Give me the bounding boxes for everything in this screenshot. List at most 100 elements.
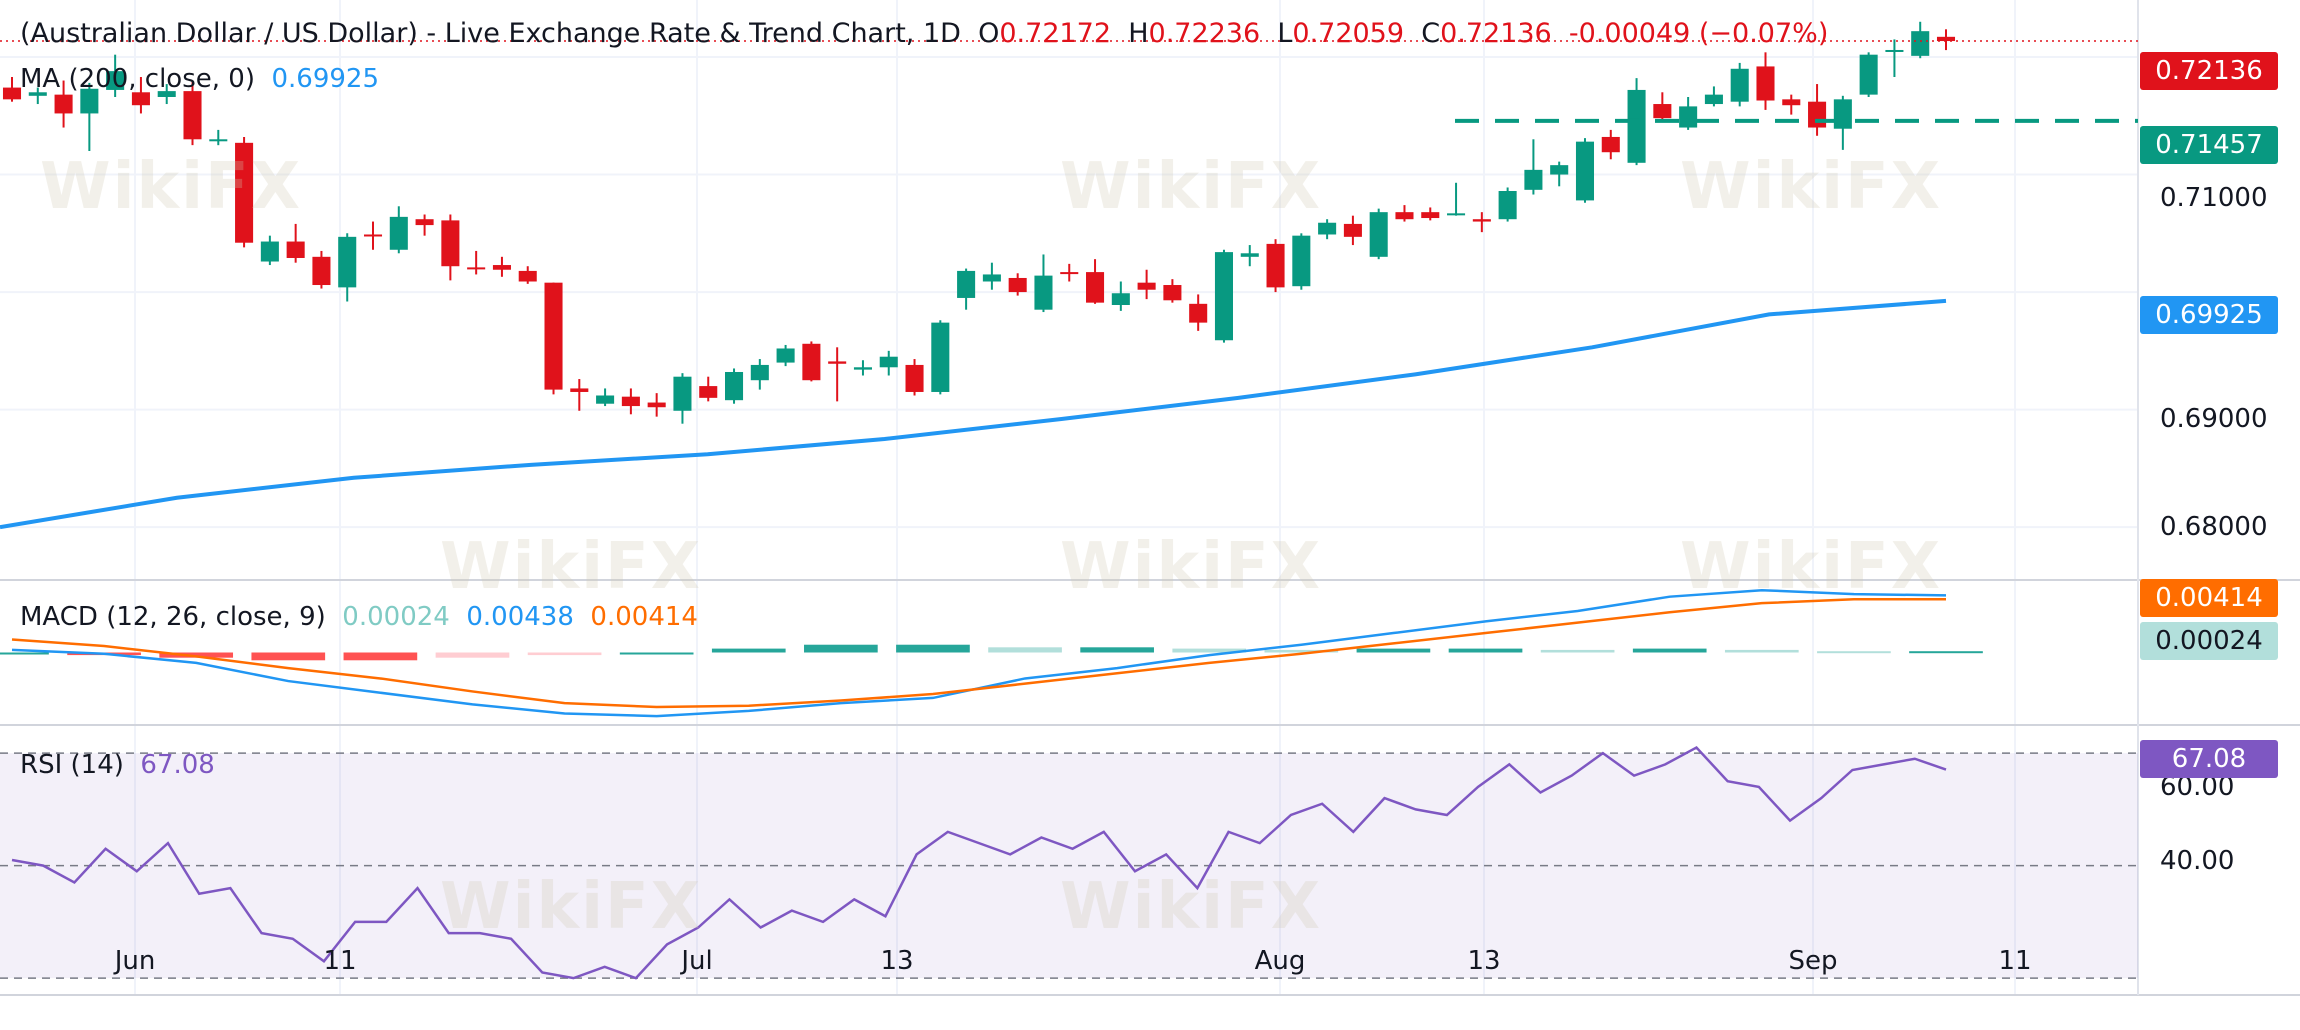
change-value: -0.00049 (−0.07%) [1568,18,1829,49]
macd-hist-value: 0.00024 [342,602,450,632]
candle-body [1601,136,1620,153]
candle-body [1679,106,1698,128]
watermark: WikiFX [1060,530,1323,604]
candle-body [802,343,821,381]
rsi-label: RSI (14) [20,750,124,780]
candle-body [1111,293,1130,305]
candle-body [1369,212,1388,257]
candle-body [879,356,898,368]
candle-body [235,142,254,243]
x-tick-label: Jun [114,946,156,976]
macd-histogram-bar [804,644,878,653]
candle-body [776,348,795,363]
macd-histogram-bar [1264,649,1339,653]
candle-body [28,92,47,96]
x-tick-label: 11 [323,946,357,976]
macd-histogram-bar [159,652,234,658]
candle-body [157,91,176,97]
candle-body [1756,66,1775,101]
macd-histogram-bar [1632,648,1707,653]
macd-signal-value: 0.00414 [590,602,698,632]
candle-body [338,236,357,288]
candle-body [389,216,408,250]
candle-body [2,87,22,100]
low-value: 0.72059 [1292,18,1405,49]
macd-legend[interactable]: MACD (12, 26, close, 9) 0.00024 0.00438 … [20,602,698,632]
candle-body [750,364,769,381]
candle-body [1292,235,1311,287]
ma-label: MA (200, close, 0) [20,64,255,94]
macd-histogram-bar [711,648,786,653]
candle-body [1730,68,1749,102]
x-tick-label: Sep [1788,946,1838,976]
candle-body [260,241,279,262]
candle-body [1575,141,1595,201]
macd-histogram-bar [343,652,418,661]
macd-histogram-bar [1817,651,1891,654]
candle-body [363,234,383,237]
open-value: 0.72172 [999,18,1112,49]
ma200-line [0,298,1947,530]
candle-body [54,94,73,114]
candle-body [1395,212,1414,220]
candle-body [673,376,692,411]
y-tick-label: 0.69000 [2160,404,2268,434]
candle-body [1034,275,1053,310]
candle-body [1189,303,1208,323]
candle-body [1137,282,1156,290]
candle-body [905,364,924,392]
macd-histogram-bar [527,652,602,656]
macd-histogram-bar [1356,648,1431,653]
macd-histogram-bar [896,644,970,653]
watermark: WikiFX [40,150,303,224]
ma-legend[interactable]: MA (200, close, 0) 0.69925 [20,64,379,94]
candle-body [518,270,537,282]
macd-histogram-bar [988,647,1062,653]
y-tick-label: 0.68000 [2160,512,2268,542]
candle-body [106,71,125,90]
candle-body [1447,213,1466,216]
candle-body [982,274,1001,282]
candle-body [1524,169,1543,190]
high-value: 0.72236 [1148,18,1261,49]
x-tick-label: 13 [1467,946,1501,976]
candle-body [1885,49,1904,52]
candle-body [1214,252,1233,341]
candle-body [1936,36,1956,42]
candle-body [570,388,589,392]
watermark: WikiFX [440,530,703,604]
candle-body [415,219,434,226]
y-tick-label: 40.00 [2160,846,2235,876]
rsi-price-tag: 67.08 [2140,740,2278,778]
rsi-line [11,745,1947,980]
candle-body [699,386,718,398]
candle-body [1060,272,1079,275]
macd-histogram-bar [1172,648,1247,653]
macd-signal-line [11,598,1946,709]
close-value: 0.72136 [1440,18,1552,49]
candle-body [1086,272,1105,303]
macd-hist-tag: 0.00024 [2140,622,2278,660]
x-tick-label: 13 [880,946,914,976]
candle-body [131,92,150,106]
candle-body [209,139,228,142]
ma-price-tag: 0.69925 [2140,296,2278,334]
candle-body [1343,223,1362,237]
macd-histogram-bar [0,652,49,655]
watermark: WikiFX [440,870,703,944]
low-label: L [1277,18,1293,49]
watermark: WikiFX [1680,530,1943,604]
close-label: C [1421,18,1441,49]
candle-body [1008,277,1027,293]
x-tick-label: 11 [1998,946,2032,976]
candle-body [828,361,847,364]
rsi-legend[interactable]: RSI (14) 67.08 [20,750,215,780]
watermark: WikiFX [1060,150,1323,224]
chart-title: (Australian Dollar / US Dollar) - Live E… [20,18,1828,49]
candle-body [80,88,99,114]
candle-body [1653,104,1672,119]
candle-body [1472,219,1491,222]
macd-histogram-bar [435,652,510,658]
candle-body [1808,101,1827,128]
